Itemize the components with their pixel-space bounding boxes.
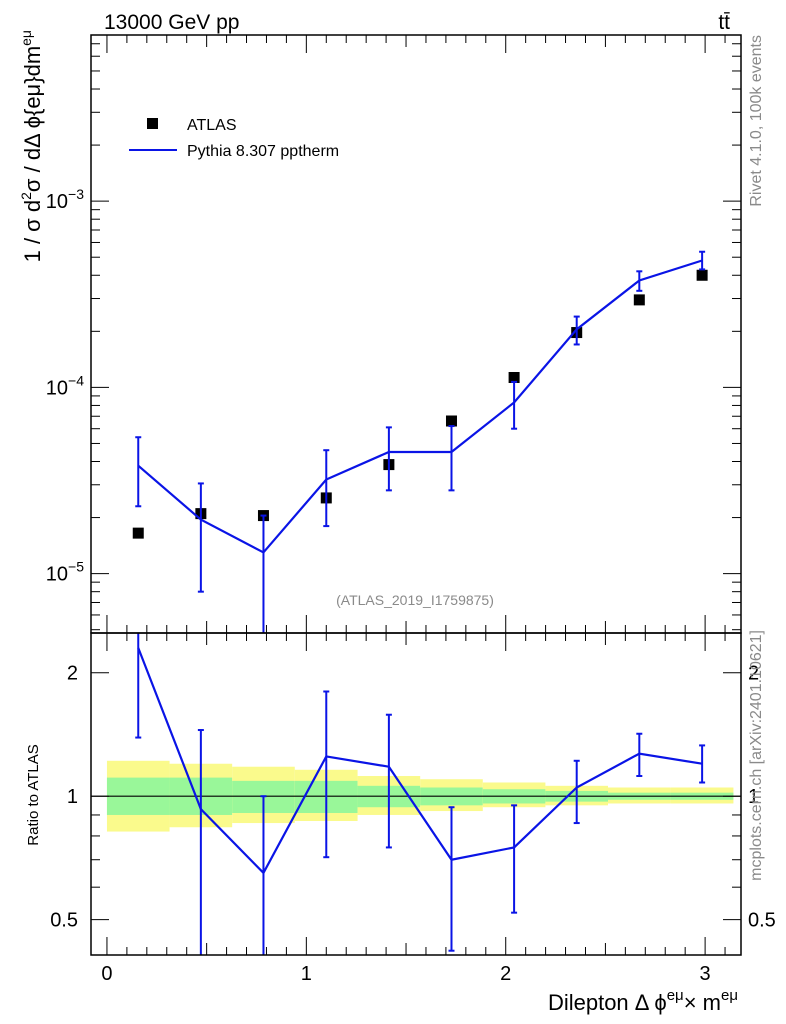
ratio-y-tick-label-right: 0.5: [748, 910, 776, 932]
atlas-data-point: [633, 294, 645, 306]
legend-atlas-marker: [147, 118, 158, 129]
ratio-mc-curve: [135, 633, 706, 955]
x-axis-title: Dilepton Δ ϕeμ× meμ: [548, 987, 738, 1015]
atlas-data-points: [132, 269, 708, 539]
x-tick-label: 2: [500, 963, 511, 985]
analysis-watermark: (ATLAS_2019_I1759875): [336, 592, 494, 608]
ratio-y-tick-label-left: 1: [67, 786, 78, 808]
main-y-axis-title: 1 / σ d2σ / dΔ ϕ{eμ}dmeμ: [18, 30, 45, 262]
main-y-tick-label: 10−4: [46, 372, 84, 399]
atlas-data-point: [132, 527, 144, 539]
mcplots-label: mcplots.cern.ch [arXiv:2401.10621]: [748, 630, 765, 881]
ratio-y-tick-label-right: 2: [748, 663, 759, 685]
ratio-y-tick-label-left: 0.5: [50, 910, 78, 932]
pythia-mc-curve: [135, 250, 706, 633]
main-y-tick-label: 10−5: [46, 559, 84, 586]
ratio-y-axis-ticks: 0.5 0.5 1 1 2 2: [50, 663, 776, 932]
ratio-y-tick-label-left: 2: [67, 663, 78, 685]
x-tick-label: 1: [301, 963, 312, 985]
atlas-data-point: [445, 415, 457, 427]
x-tick-label: 0: [101, 963, 112, 985]
pythia-curve-line: [137, 259, 703, 554]
energy-label: 13000 GeV pp: [104, 11, 239, 34]
legend-pythia-label: Pythia 8.307 pptherm: [187, 143, 339, 160]
legend-atlas-label: ATLAS: [187, 117, 237, 134]
ratio-y-axis-title: Ratio to ATLAS: [25, 744, 42, 845]
x-tick-label: 3: [700, 963, 711, 985]
x-axis-ticks: 0 1 2 3: [101, 35, 726, 985]
main-y-axis-ticks: 10−5 10−4 10−3: [46, 43, 741, 631]
process-label: tt̄: [718, 11, 730, 34]
ratio-panel-frame: [90, 632, 742, 956]
atlas-data-point: [508, 372, 520, 384]
atlas-data-point: [696, 269, 708, 281]
ratio-y-tick-label-right: 1: [748, 786, 759, 808]
rivet-version-label: Rivet 4.1.0, 100k events: [748, 35, 765, 207]
ratio-curve-line: [137, 647, 703, 875]
legend: ATLAS Pythia 8.307 pptherm: [129, 117, 339, 160]
main-y-tick-label: 10−3: [46, 186, 84, 213]
